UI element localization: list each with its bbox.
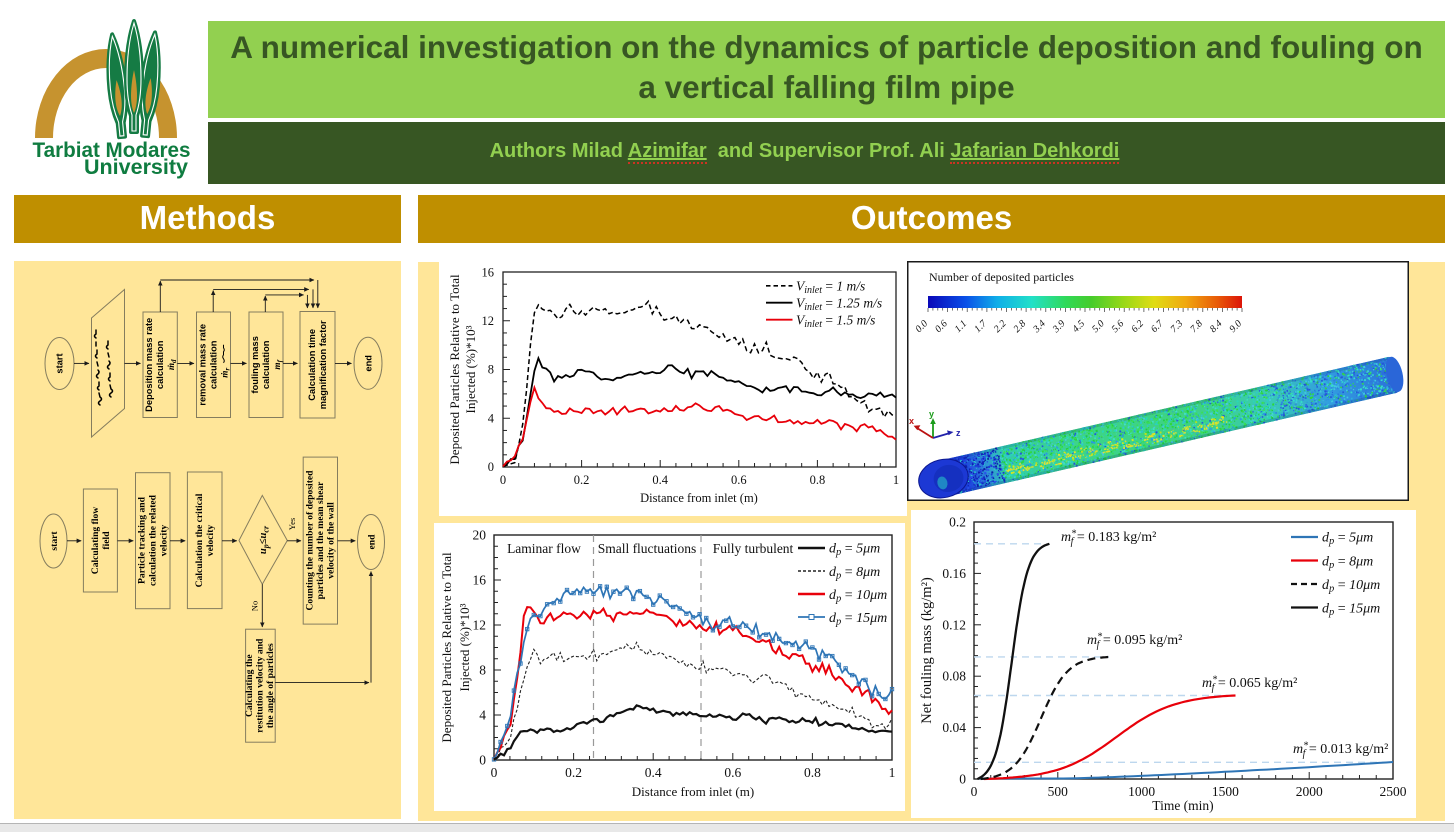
svg-text:0.8: 0.8: [804, 765, 821, 780]
svg-text:ṁr: ṁr: [221, 368, 232, 378]
svg-text:field: field: [101, 531, 112, 550]
svg-text:restitution velocity and: restitution velocity and: [255, 638, 266, 733]
svg-text:12: 12: [473, 618, 487, 633]
svg-text:the angle of particles: the angle of particles: [265, 643, 276, 728]
svg-text:y: y: [929, 409, 934, 419]
svg-text:16: 16: [482, 266, 495, 280]
svg-text:0.6: 0.6: [731, 473, 747, 487]
svg-text:up≤ucr: up≤ucr: [258, 525, 271, 554]
svg-text:0.4: 0.4: [652, 473, 668, 487]
svg-text:calculation: calculation: [209, 340, 219, 389]
svg-text:dp = 8μm: dp = 8μm: [829, 565, 880, 582]
svg-text:end: end: [367, 534, 378, 550]
svg-text:Distance from inlet (m): Distance from inlet (m): [632, 784, 754, 799]
svg-text:start: start: [49, 531, 60, 551]
svg-text:0: 0: [491, 765, 498, 780]
svg-text:0.2: 0.2: [574, 473, 590, 487]
svg-text:1500: 1500: [1212, 784, 1239, 799]
svg-text:0.12: 0.12: [942, 617, 966, 632]
svg-text:fouling mass: fouling mass: [250, 336, 260, 393]
svg-text:4: 4: [488, 412, 495, 426]
svg-text:Yes: Yes: [287, 518, 297, 530]
svg-text:dp = 5μm: dp = 5μm: [829, 542, 880, 559]
svg-text:velocity of the wall: velocity of the wall: [325, 502, 336, 579]
svg-text:dp = 8μm: dp = 8μm: [1322, 555, 1373, 572]
svg-text:0: 0: [500, 473, 506, 487]
svg-text:m*f = 0.065 kg/m²: m* f = 0.065 kg/m²: [1202, 675, 1297, 694]
svg-text:Calculating the: Calculating the: [244, 654, 255, 717]
svg-text:0.4: 0.4: [645, 765, 662, 780]
svg-text:Counting the number of deposit: Counting the number of deposited: [304, 470, 315, 611]
svg-text:mf: mf: [273, 359, 284, 369]
svg-text:start: start: [55, 353, 65, 373]
svg-text:4: 4: [479, 708, 486, 723]
svg-text:1: 1: [893, 473, 899, 487]
svg-text:Tarbiat Modares: Tarbiat Modares: [33, 139, 191, 162]
svg-text:0.08: 0.08: [942, 669, 966, 684]
svg-text:Injected (%)*10³: Injected (%)*10³: [463, 325, 478, 413]
svg-text:1: 1: [889, 765, 896, 780]
svg-text:Distance from inlet (m): Distance from inlet (m): [640, 491, 758, 505]
svg-text:500: 500: [1048, 784, 1069, 799]
svg-text:dp = 15μm: dp = 15μm: [829, 611, 887, 628]
svg-text:Deposited Particles Relative t: Deposited Particles Relative to Total: [447, 274, 462, 465]
svg-text:dp = 10μm: dp = 10μm: [829, 588, 887, 605]
svg-text:m*f = 0.095 kg/m²: m* f = 0.095 kg/m²: [1087, 632, 1182, 651]
svg-text:m*f = 0.183 kg/m²: m* f = 0.183 kg/m²: [1061, 529, 1156, 548]
svg-text:m*f = 0.013 kg/m²: m* f = 0.013 kg/m²: [1293, 741, 1388, 760]
svg-text:Net fouling mass (kg/m²): Net fouling mass (kg/m²): [919, 577, 935, 724]
svg-text:0: 0: [971, 784, 978, 799]
svg-text:Calculation time: Calculation time: [307, 329, 317, 401]
svg-text:Deposition mass rate: Deposition mass rate: [144, 318, 154, 412]
svg-text:particles and the mean shear: particles and the mean shear: [315, 481, 326, 600]
svg-text:0.2: 0.2: [565, 765, 582, 780]
svg-text:1000: 1000: [1128, 784, 1155, 799]
svg-text:velocity: velocity: [205, 525, 216, 557]
svg-text:velocity: velocity: [159, 525, 170, 557]
svg-text:dp = 5μm: dp = 5μm: [1322, 531, 1373, 548]
svg-text:Injected (%)*10³: Injected (%)*10³: [457, 603, 472, 691]
svg-text:University: University: [84, 156, 188, 179]
svg-text:Laminar flow: Laminar flow: [507, 541, 581, 556]
svg-text:0.04: 0.04: [942, 720, 966, 735]
svg-text:16: 16: [473, 573, 487, 588]
svg-text:0: 0: [479, 753, 486, 768]
svg-text:20: 20: [473, 528, 487, 543]
svg-text:0: 0: [488, 460, 494, 474]
svg-text:z: z: [956, 428, 961, 438]
svg-text:12: 12: [482, 314, 495, 328]
svg-text:Calculation the critical: Calculation the critical: [194, 493, 205, 587]
svg-text:calculation: calculation: [261, 340, 271, 389]
svg-text:0.6: 0.6: [724, 765, 741, 780]
svg-text:0: 0: [959, 772, 966, 787]
svg-text:magnification factor: magnification factor: [318, 320, 328, 409]
svg-text:0.8: 0.8: [810, 473, 826, 487]
svg-text:Deposited Particles Relative t: Deposited Particles Relative to Total: [439, 552, 454, 743]
svg-text:8: 8: [479, 663, 486, 678]
svg-text:end: end: [364, 355, 374, 372]
svg-text:2500: 2500: [1380, 784, 1407, 799]
svg-text:2000: 2000: [1296, 784, 1323, 799]
svg-text:Small fluctuations: Small fluctuations: [598, 541, 697, 556]
svg-text:0.2: 0.2: [949, 515, 966, 530]
svg-text:Time (min): Time (min): [1152, 798, 1213, 813]
svg-text:x: x: [909, 416, 914, 426]
svg-text:dp = 15μm: dp = 15μm: [1322, 602, 1380, 619]
svg-text:Particle tracking and: Particle tracking and: [137, 496, 148, 584]
svg-text:0.16: 0.16: [942, 566, 966, 581]
svg-text:Number of deposited particles: Number of deposited particles: [929, 270, 1074, 284]
svg-text:Calculating flow: Calculating flow: [90, 507, 101, 574]
svg-text:8: 8: [488, 363, 494, 377]
svg-text:dp = 10μm: dp = 10μm: [1322, 578, 1380, 595]
svg-text:No: No: [250, 601, 260, 611]
svg-text:ṁd: ṁd: [167, 359, 178, 370]
svg-text:removal mass rate: removal mass rate: [198, 324, 208, 406]
svg-text:calculation: calculation: [155, 340, 165, 389]
svg-text:Fully turbulent: Fully turbulent: [713, 541, 794, 556]
svg-text:calculation the related: calculation the related: [148, 494, 159, 586]
